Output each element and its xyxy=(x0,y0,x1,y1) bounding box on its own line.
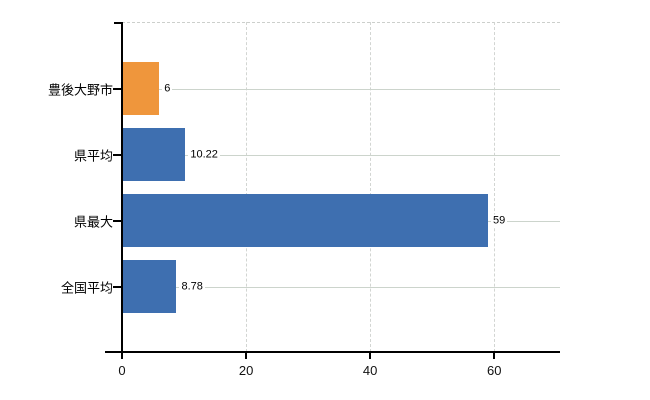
category-gridline xyxy=(122,155,560,156)
y-axis-tick xyxy=(113,88,122,90)
x-tick-label: 40 xyxy=(362,363,378,378)
x-gridline xyxy=(494,22,496,352)
category-gridline xyxy=(122,287,560,288)
category-label: 県平均 xyxy=(73,148,113,164)
category-label: 豊後大野市 xyxy=(47,82,113,98)
y-axis-tick xyxy=(113,154,122,156)
y-axis-tick xyxy=(113,286,122,288)
category-label: 全国平均 xyxy=(60,280,113,296)
x-axis-tick xyxy=(369,353,372,359)
category-label: 県最大 xyxy=(73,214,113,230)
bar-default xyxy=(122,260,177,313)
bar-default xyxy=(122,128,186,181)
x-gridline xyxy=(370,22,372,352)
x-gridline xyxy=(246,22,248,352)
bar-value-label: 59 xyxy=(491,214,508,228)
x-axis-tick xyxy=(493,353,496,359)
bar-value-label: 10.22 xyxy=(188,148,220,162)
x-axis-tick xyxy=(121,353,123,359)
y-axis-tick xyxy=(113,220,122,222)
bar-value-label: 8.78 xyxy=(179,280,205,294)
bar-default xyxy=(122,194,489,247)
bar-value-label: 6 xyxy=(162,82,173,96)
plot-top-border xyxy=(122,22,560,23)
y-axis-line xyxy=(121,22,123,352)
category-gridline xyxy=(122,89,560,90)
y-axis-cap-tick xyxy=(114,22,122,24)
bar-highlight xyxy=(122,62,160,115)
plot-area: 0 20 40 60 6 豊後大野市 10.22 県平均 59 県最大 8.78 全国平均 xyxy=(48,22,560,378)
x-tick-label: 20 xyxy=(238,363,254,378)
x-tick-label: 60 xyxy=(487,363,502,378)
x-tick-label: 0 xyxy=(118,363,126,378)
x-axis-tick xyxy=(245,353,248,359)
x-axis-line xyxy=(105,351,560,353)
